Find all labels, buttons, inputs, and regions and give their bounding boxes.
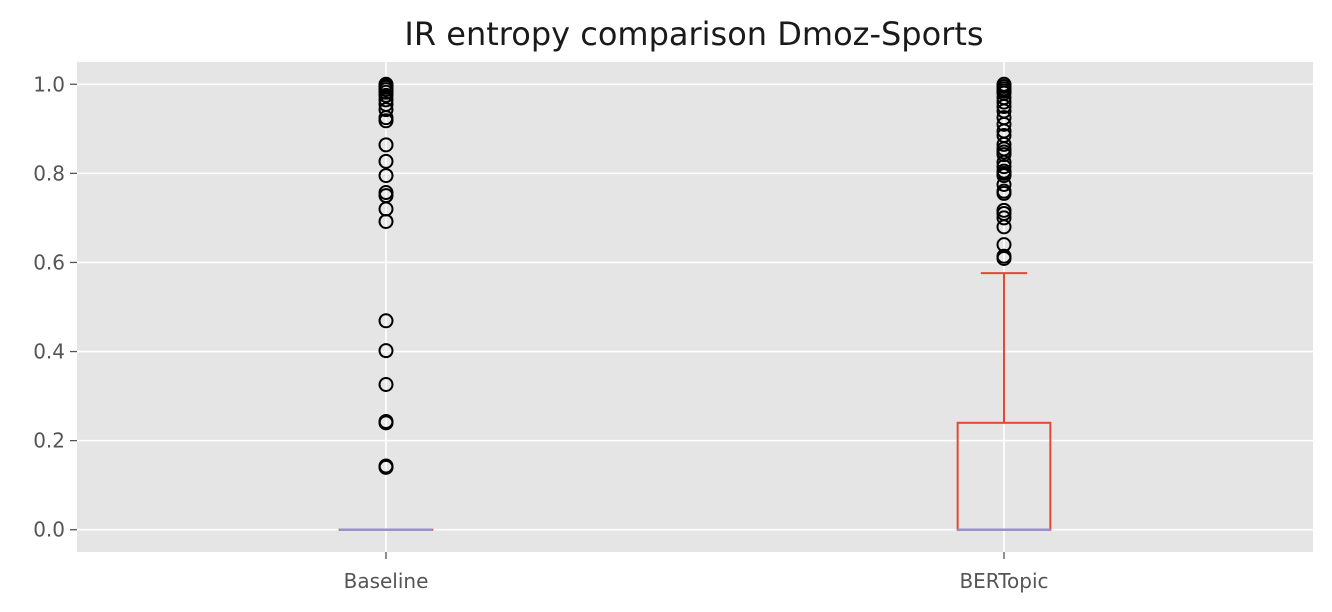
outlier-point <box>996 210 1012 226</box>
outlier-point <box>996 76 1012 92</box>
outlier-point <box>996 128 1012 143</box>
y-tick-label: 0.8 <box>33 161 65 185</box>
chart-title: IR entropy comparison Dmoz-Sports <box>404 15 983 53</box>
outlier-point <box>378 413 394 429</box>
box-baseline <box>338 76 434 531</box>
x-tick-label: Baseline <box>344 569 429 593</box>
outlier-point <box>996 183 1012 199</box>
box-bertopic <box>956 76 1052 531</box>
outlier-point <box>378 153 394 169</box>
outlier-point <box>996 110 1012 126</box>
outlier-point <box>378 458 394 474</box>
plot-area <box>77 62 1313 552</box>
outlier-point <box>996 237 1012 253</box>
outlier-point <box>378 76 394 92</box>
outlier-point <box>378 377 394 393</box>
grid-lines <box>77 62 1313 552</box>
outlier-point <box>996 202 1012 218</box>
outlier-point <box>378 102 394 118</box>
outlier-point <box>996 163 1012 179</box>
outlier-point <box>378 185 394 201</box>
y-tick-label: 0.6 <box>33 250 65 274</box>
y-tick-label: 0.2 <box>33 429 65 453</box>
x-tick-label: BERTopic <box>959 569 1048 593</box>
y-tick-label: 0.4 <box>33 340 65 364</box>
outlier-point <box>378 313 394 329</box>
outlier-point <box>378 137 394 153</box>
outlier-point <box>378 343 394 359</box>
y-tick-label: 1.0 <box>33 72 65 96</box>
axes: 0.0 0.2 0.4 0.6 0.8 1.0 Baseline BERTopic <box>33 72 1048 593</box>
outlier-point <box>378 168 394 184</box>
y-tick-label: 0.0 <box>33 518 65 542</box>
boxes <box>338 76 1052 531</box>
outlier-point <box>996 248 1012 264</box>
